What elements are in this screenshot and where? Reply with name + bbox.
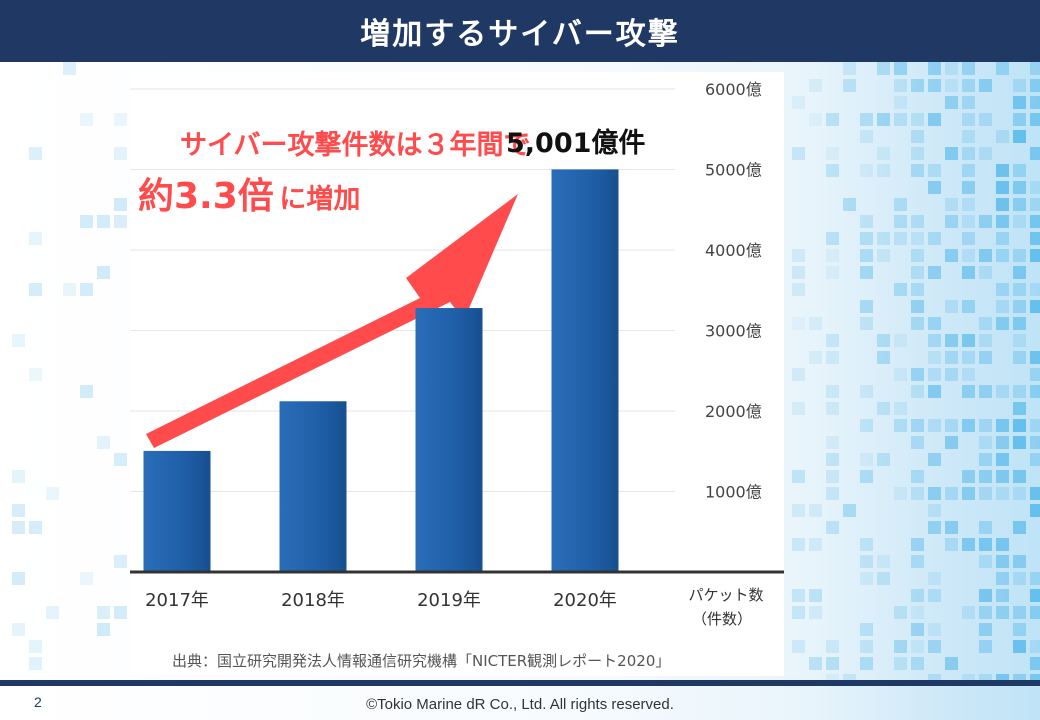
- bar: [279, 401, 347, 572]
- axis-unit-label-line1: パケット数: [688, 586, 763, 604]
- headline-line1: サイバー攻撃件数は３年間で: [180, 129, 530, 161]
- x-tick-label: 2017年: [145, 590, 209, 611]
- footer-bar: [0, 680, 1040, 686]
- pixel-pattern-decoration: [12, 62, 1040, 680]
- y-tick-label: 6000億: [705, 80, 762, 99]
- bars: [143, 169, 619, 572]
- bar: [551, 169, 619, 572]
- headline-line2: 約3.3倍 に増加: [138, 176, 360, 217]
- page-number: 2: [34, 694, 42, 710]
- bar-chart: 1000億 2000億 3000億 4000億 5000億 6000億 2017年 2018…: [130, 80, 784, 670]
- x-axis-ticks: 2017年 2018年 2019年 2020年: [145, 590, 617, 611]
- slide-title: 増加するサイバー攻撃: [360, 17, 680, 52]
- copyright-notice: ©Tokio Marine dR Co., Ltd. All rights re…: [366, 696, 674, 713]
- y-tick-label: 1000億: [705, 483, 762, 502]
- trend-arrow-shape: [146, 194, 518, 448]
- x-tick-label: 2020年: [553, 590, 617, 611]
- source-note: 出典：国立研究開発法人情報通信研究機構「NICTER観測レポート2020」: [172, 652, 670, 670]
- headline-increase: に増加: [279, 183, 360, 215]
- trend-arrow: [146, 194, 518, 448]
- headline-multiplier: 約3.3倍: [138, 176, 274, 217]
- y-tick-label: 3000億: [705, 322, 762, 341]
- bar: [143, 450, 211, 572]
- x-tick-label: 2019年: [417, 590, 481, 611]
- top-value-label: 5,001億件: [506, 128, 645, 159]
- y-tick-label: 4000億: [705, 241, 762, 260]
- axis-unit-label-line2: （件数）: [692, 610, 752, 628]
- bar: [415, 308, 483, 572]
- x-tick-label: 2018年: [281, 590, 345, 611]
- chart-panel: 1000億 2000億 3000億 4000億 5000億 6000億 2017年 2018…: [130, 72, 784, 676]
- y-tick-label: 2000億: [705, 402, 762, 421]
- title-bar: 増加するサイバー攻撃: [0, 0, 1040, 62]
- y-axis-ticks: 1000億 2000億 3000億 4000億 5000億 6000億: [705, 80, 762, 502]
- y-tick-label: 5000億: [705, 161, 762, 180]
